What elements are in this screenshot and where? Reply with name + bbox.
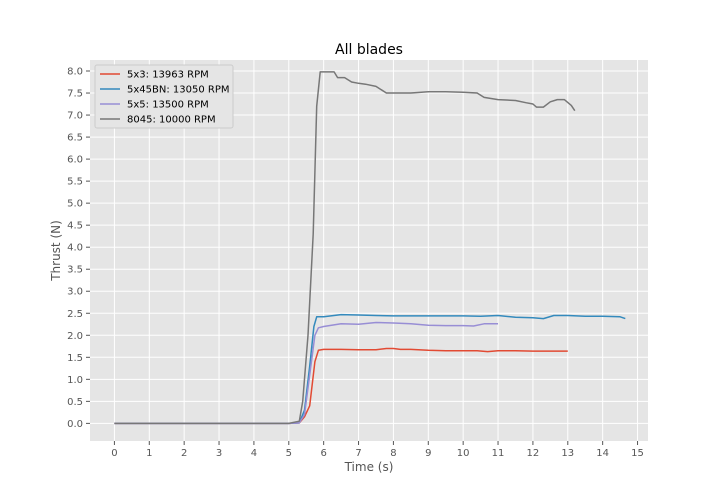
- x-tick-label: 15: [631, 448, 644, 459]
- x-axis-label: Time (s): [344, 460, 394, 474]
- legend-box: [94, 64, 234, 129]
- x-tick-label: 12: [527, 448, 540, 459]
- x-tick-label: 2: [181, 448, 187, 459]
- x-tick-label: 10: [457, 448, 470, 459]
- x-tick-label: 9: [425, 448, 431, 459]
- x-tick-label: 8: [390, 448, 396, 459]
- y-tick-label: 4.5: [67, 221, 83, 232]
- y-tick-label: 0.5: [67, 397, 83, 408]
- x-tick-label: 3: [216, 448, 222, 459]
- y-tick-label: 3.5: [67, 265, 83, 276]
- y-axis-ticks: 0.0 0.5 1.0 1.5 2.0 2.5 3.0 3.5 4.0 4.5 5.0 5.5 6.0 6…: [67, 67, 90, 430]
- y-tick-label: 1.5: [67, 353, 83, 364]
- legend-entry: 5x5: 13500 RPM: [127, 100, 209, 111]
- x-tick-label: 0: [111, 448, 117, 459]
- x-tick-label: 14: [596, 448, 609, 459]
- x-axis-ticks: 0 1 2 3 4 5 6 7 8 9 10 11 12 13 14 15: [111, 441, 644, 459]
- y-tick-label: 2.5: [67, 309, 83, 320]
- y-tick-label: 1.0: [67, 375, 83, 386]
- y-tick-label: 8.0: [67, 67, 83, 78]
- y-axis-label: Thrust (N): [49, 220, 63, 282]
- y-tick-label: 6.5: [67, 133, 83, 144]
- series-lines: [114, 71, 626, 425]
- x-tick-label: 6: [320, 448, 326, 459]
- legend: 5x3: 13963 RPM 5x45BN: 13050 RPM 5x5: 1350…: [94, 64, 234, 129]
- x-tick-label: 11: [492, 448, 505, 459]
- series-line-3: [114, 71, 576, 425]
- x-tick-label: 5: [286, 448, 292, 459]
- y-tick-label: 5.0: [67, 199, 83, 210]
- y-tick-label: 4.0: [67, 243, 83, 254]
- legend-entry: 5x45BN: 13050 RPM: [127, 85, 230, 96]
- y-tick-label: 2.0: [67, 331, 83, 342]
- x-tick-label: 13: [561, 448, 574, 459]
- x-tick-label: 7: [355, 448, 361, 459]
- legend-entry: 8045: 10000 RPM: [127, 115, 216, 126]
- y-tick-label: 0.0: [67, 419, 83, 430]
- legend-entry: 5x3: 13963 RPM: [127, 70, 209, 81]
- y-tick-label: 6.0: [67, 155, 83, 166]
- x-tick-label: 1: [146, 448, 152, 459]
- y-tick-label: 7.5: [67, 89, 83, 100]
- x-tick-label: 4: [251, 448, 257, 459]
- y-tick-label: 7.0: [67, 111, 83, 122]
- y-tick-label: 5.5: [67, 177, 83, 188]
- y-tick-label: 3.0: [67, 287, 83, 298]
- chart-title: All blades: [335, 42, 403, 58]
